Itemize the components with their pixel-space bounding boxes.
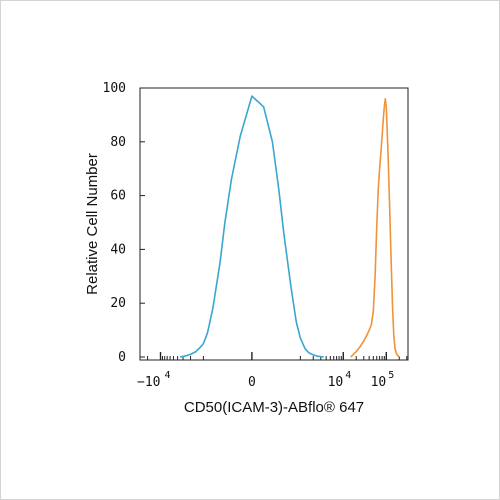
y-tick-label-20: 20 (110, 296, 126, 311)
y-tick-label-80: 80 (110, 135, 126, 150)
y-axis-title: Relative Cell Number (84, 153, 101, 295)
plot-area (139, 87, 409, 361)
x-tick-exponent-2: 4 (345, 370, 351, 381)
x-axis-title: CD50(ICAM-3)-ABflo® 647 (184, 399, 364, 416)
x-tick-label-0: −10 (137, 375, 160, 390)
x-tick-exponent-0: 4 (165, 370, 171, 381)
y-tick-label-100: 100 (103, 81, 126, 96)
x-tick-label-3: 10 (371, 375, 387, 390)
x-tick-label-1: 0 (248, 375, 256, 390)
y-tick-label-60: 60 (110, 189, 126, 204)
y-tick-label-40: 40 (110, 242, 126, 257)
x-tick-label-2: 10 (328, 375, 344, 390)
x-tick-exponent-3: 5 (388, 370, 394, 381)
y-tick-label-0: 0 (118, 350, 126, 365)
histogram-series-0 (179, 95, 324, 358)
histogram-series-1 (350, 98, 400, 358)
